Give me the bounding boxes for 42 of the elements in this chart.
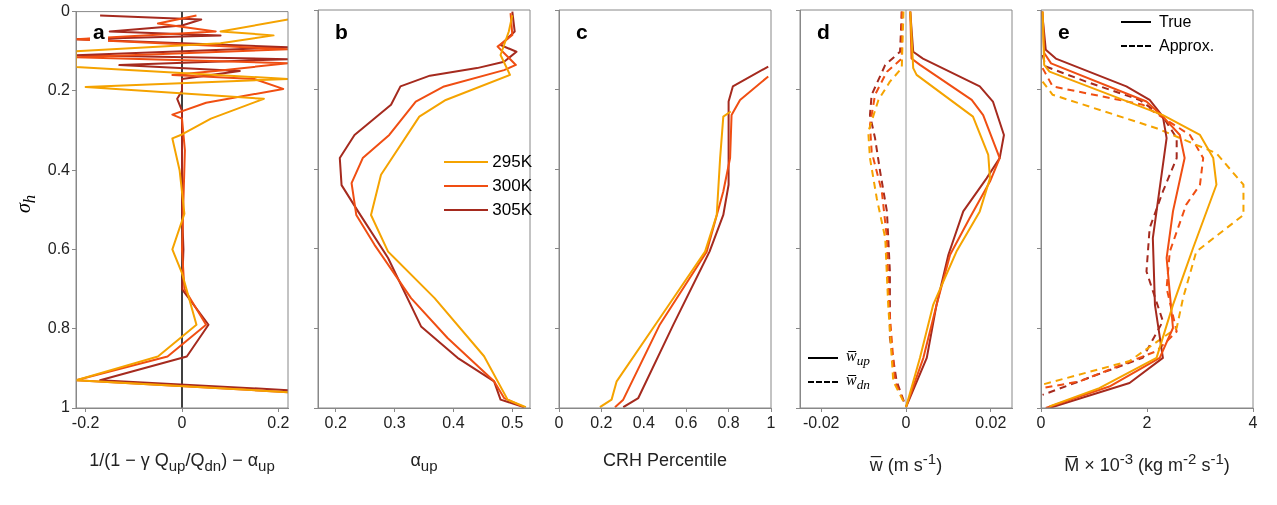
x-axis-title: w̅ (m s$^{-1}$): [868, 450, 944, 476]
x-tick-label: 0: [177, 414, 187, 432]
legend-label: 305K: [492, 200, 532, 220]
x-tick-label: 0.02: [975, 414, 1007, 432]
x-tick-label: 0.2: [590, 414, 613, 432]
annotation: w̅$_{dn}$: [846, 370, 870, 394]
x-tick-label: 0.3: [383, 414, 406, 432]
x-axis-title: 1/(1 − γ Q$_{up}$/Q$_{dn}$) − α$_{up}$: [88, 450, 276, 474]
x-tick-label: 0: [554, 414, 564, 432]
x-tick-label: 0.8: [717, 414, 740, 432]
x-tick-label: 0: [1036, 414, 1046, 432]
x-tick-label: 0.2: [267, 414, 290, 432]
x-tick-label: -0.02: [802, 414, 840, 432]
x-tick-label: 1: [766, 414, 776, 432]
y-tick-label: 0.6: [47, 239, 71, 257]
chart-title: a: [90, 20, 108, 44]
y-tick-label: 0.8: [47, 319, 71, 337]
y-tick-label: 0.4: [47, 160, 71, 178]
annotation: True: [1159, 13, 1192, 31]
chart-title: b: [332, 20, 351, 44]
x-tick-label: 0.5: [501, 414, 524, 432]
chart-title: c: [573, 20, 591, 44]
x-tick-label: 0.2: [324, 414, 347, 432]
x-tick-label: 0: [901, 414, 911, 432]
y-tick-label: 0: [61, 2, 71, 20]
annotation: Approx.: [1159, 37, 1215, 55]
legend-label: 295K: [492, 152, 532, 172]
x-tick-label: 0.6: [675, 414, 698, 432]
x-axis-title: CRH Percentile: [601, 450, 728, 471]
x-tick-label: 0.4: [632, 414, 656, 432]
y-tick-label: 1: [61, 398, 71, 416]
chart-title: d: [814, 20, 833, 44]
x-tick-label: 2: [1142, 414, 1152, 432]
legend-label: 300K: [492, 176, 532, 196]
x-tick-label: 4: [1248, 414, 1258, 432]
chart-title: e: [1055, 20, 1073, 44]
y-tick-label: 0.2: [47, 81, 71, 99]
x-tick-label: -0.2: [71, 414, 100, 432]
x-axis-title: M̅ × 10$^{-3}$ (kg m$^{-2}$ s$^{-1}$): [1063, 450, 1231, 476]
x-axis-title: α$_{up}$: [409, 450, 439, 474]
annotation: w̅$_{up}$: [846, 346, 870, 370]
x-tick-label: 0.4: [442, 414, 465, 432]
